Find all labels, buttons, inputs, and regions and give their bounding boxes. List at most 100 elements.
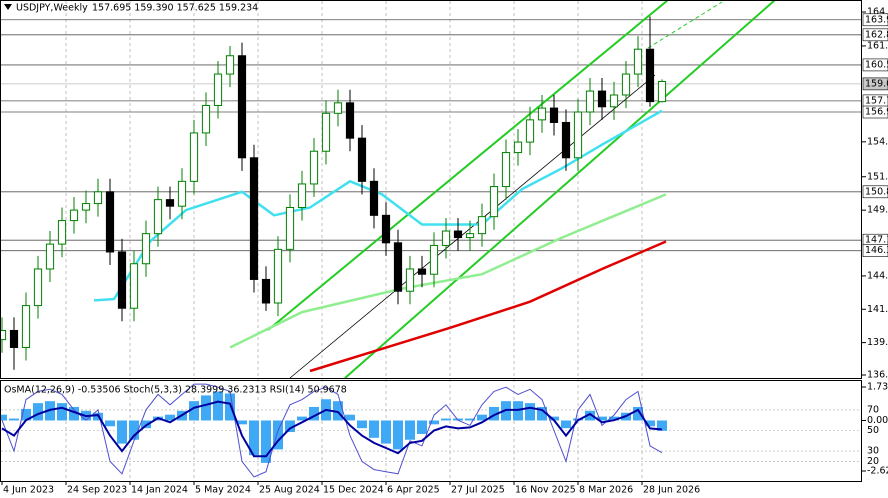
candle-body xyxy=(21,305,31,348)
osc-line xyxy=(1,400,663,458)
level-label: 160.500 xyxy=(865,59,888,70)
candle-body xyxy=(645,48,655,103)
osma-bar xyxy=(249,420,259,456)
candle-body xyxy=(549,107,559,123)
candle-body xyxy=(453,230,463,239)
y-tick-label: 144.370 xyxy=(867,270,888,281)
moving-average xyxy=(309,240,667,373)
candle-body xyxy=(141,233,151,265)
osma-bar xyxy=(405,420,415,440)
level-label: 159.050 xyxy=(865,78,888,89)
candle-body xyxy=(9,329,19,348)
menu-icon[interactable] xyxy=(4,4,12,10)
candle-body xyxy=(225,55,235,75)
osc-y2-tick-label: 30 xyxy=(867,446,879,457)
candle-body xyxy=(189,132,199,182)
symbol-title: USDJPY,Weekly xyxy=(16,3,88,14)
osma-bar xyxy=(465,418,475,421)
osma-bar xyxy=(273,420,283,450)
x-tick-label: 6 Apr 2025 xyxy=(387,485,440,496)
x-tick-label: 14 Jan 2024 xyxy=(131,485,188,496)
osc-frame xyxy=(0,380,862,482)
candle-body xyxy=(489,186,499,218)
level-box xyxy=(862,105,888,119)
candle-body xyxy=(309,150,319,185)
candle-body xyxy=(273,248,283,304)
osma-bar xyxy=(441,418,451,421)
osc-y2-tick-label: 70 xyxy=(867,404,879,415)
y-tick-label: 136.795 xyxy=(867,370,888,381)
level-label: 150.800 xyxy=(865,186,888,197)
osma-bar xyxy=(585,410,595,421)
osma-bar xyxy=(237,420,247,425)
osma-bar xyxy=(57,403,67,421)
candle-body xyxy=(81,203,91,211)
osma-bar xyxy=(201,395,211,421)
level-label: 147.100 xyxy=(865,235,888,246)
osma-bar xyxy=(189,401,199,421)
osma-bar xyxy=(165,414,175,421)
level-box xyxy=(862,77,888,91)
osma-bar xyxy=(69,406,79,421)
osc-y-tick-label: 0.00 xyxy=(867,415,888,426)
osc-line xyxy=(1,383,663,478)
level-label: 162.800 xyxy=(865,29,888,40)
candle-body xyxy=(105,191,115,253)
level-box xyxy=(862,58,888,72)
candle-body xyxy=(621,73,631,96)
candle-body xyxy=(69,209,79,222)
candle-body xyxy=(153,199,163,235)
x-tick-label: 24 Sep 2023 xyxy=(67,485,127,496)
osma-bar xyxy=(609,416,619,421)
osma-bar xyxy=(33,403,43,421)
osma-bar xyxy=(633,406,643,421)
y-tick-label: 154.620 xyxy=(867,136,888,147)
level-box xyxy=(862,13,888,27)
osma-bar xyxy=(117,420,127,444)
osma-bar xyxy=(297,416,307,421)
channel-lower xyxy=(344,0,776,379)
moving-average xyxy=(229,193,667,349)
osma-bar xyxy=(9,418,19,421)
osma-bar xyxy=(357,420,367,429)
candle-body xyxy=(597,90,607,108)
candle-body xyxy=(345,102,355,139)
candle-body xyxy=(129,263,139,309)
osc-y-tick-label: -2.6202 xyxy=(867,466,888,477)
candle-body xyxy=(57,220,67,245)
level-label: 156.900 xyxy=(865,107,888,118)
osma-bar xyxy=(429,420,439,425)
candle-body xyxy=(537,107,547,121)
x-tick-label: 15 Dec 2024 xyxy=(323,485,384,496)
osma-bar xyxy=(645,420,655,427)
candle-body xyxy=(249,157,259,280)
candle-body xyxy=(381,214,391,244)
candle-body xyxy=(405,268,415,292)
level-box xyxy=(862,28,888,42)
osc-title: OsMA(12,26,9) -0.53506 Stoch(5,3,3) 28.3… xyxy=(4,385,347,396)
osma-bar xyxy=(225,393,235,421)
y-tick-label: 161.950 xyxy=(867,40,888,51)
candle-body xyxy=(33,268,43,307)
candle-body xyxy=(393,242,403,292)
x-tick-label: 28 Jun 2026 xyxy=(643,485,700,496)
level-box xyxy=(862,185,888,199)
candle-body xyxy=(321,112,331,152)
trend-line xyxy=(289,74,656,379)
osma-bar xyxy=(369,420,379,438)
y-tick-label: 164.545 xyxy=(867,7,888,18)
osma-bar xyxy=(537,406,547,421)
osma-bar xyxy=(285,420,295,433)
x-tick-label: 25 Aug 2024 xyxy=(259,485,320,496)
grid xyxy=(1,1,862,481)
candle-body xyxy=(201,104,211,134)
candle-body xyxy=(93,191,103,205)
osma-bar xyxy=(525,403,535,421)
candle-body xyxy=(333,102,343,114)
osma-bar xyxy=(105,420,115,427)
osma-bar xyxy=(381,420,391,444)
y-tick-label: 149.395 xyxy=(867,205,888,216)
y-tick-label: 141.820 xyxy=(867,304,888,315)
osma-bar xyxy=(657,420,667,431)
candle-body xyxy=(45,243,55,270)
